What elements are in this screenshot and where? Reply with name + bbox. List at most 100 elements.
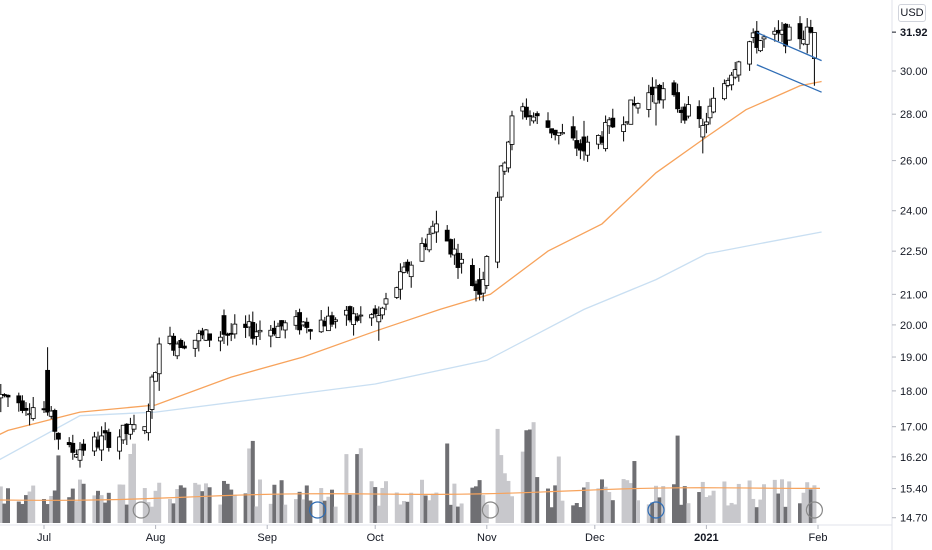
time-tick-label: Feb	[809, 532, 828, 544]
time-tick-label: 2021	[694, 532, 718, 544]
volume-bar	[596, 488, 601, 523]
candle-body	[45, 369, 50, 413]
volume-bar	[258, 479, 262, 523]
price-axis[interactable]: 14.70 15.40 16.20 17.00 18.00 19.00 20.00 21.00…	[891, 0, 928, 550]
volume-bar	[459, 503, 464, 523]
volume-bar	[420, 479, 424, 523]
volume-bar	[42, 499, 46, 523]
volume-bar	[96, 490, 100, 523]
volume-bar	[452, 483, 457, 523]
event-marker[interactable]	[805, 501, 824, 519]
volume-bar	[124, 504, 129, 523]
time-tick-label: Sep	[257, 532, 277, 544]
candle-body	[527, 115, 533, 117]
volume-bar	[204, 483, 208, 523]
candle-body	[333, 319, 339, 322]
candle-body	[77, 449, 83, 461]
volume-bar	[574, 503, 579, 523]
candle-body	[459, 258, 465, 264]
candle-body	[451, 248, 457, 256]
volume-bar	[758, 499, 763, 523]
candle-body	[646, 92, 652, 110]
candle-body	[628, 99, 634, 125]
currency-button[interactable]: USD	[898, 4, 926, 22]
candle-body	[808, 27, 814, 33]
volume-bar	[222, 480, 226, 523]
price-tick-label: 24.00	[900, 206, 928, 218]
price-tick-label: 16.20	[900, 452, 928, 464]
volume-bar	[394, 492, 399, 523]
volume-bar	[49, 496, 54, 523]
candle-body	[257, 329, 263, 333]
volume-bar	[218, 504, 223, 523]
volume-bar	[445, 443, 450, 523]
event-marker[interactable]	[647, 501, 665, 519]
volume-bar	[729, 502, 734, 523]
volume-bar	[373, 487, 378, 523]
time-tick-label: Jul	[37, 532, 51, 544]
candle-body	[131, 424, 137, 430]
candle-body	[469, 264, 475, 287]
candle-body	[5, 394, 11, 398]
channel-line[interactable]	[756, 31, 822, 62]
time-tick-label: Aug	[146, 532, 166, 544]
volume-bar	[283, 504, 288, 523]
volume-bar	[578, 507, 583, 523]
candle-body	[379, 307, 385, 316]
candle-body	[480, 278, 486, 294]
channel-line[interactable]	[756, 64, 822, 93]
candle-body	[736, 61, 742, 76]
candle-body	[174, 343, 180, 357]
volume-bar	[711, 490, 716, 523]
volume-bar	[506, 480, 511, 523]
volume-bar	[330, 489, 334, 523]
volume-bar	[81, 483, 86, 523]
volume-bar	[268, 503, 273, 523]
candle-body	[196, 333, 202, 342]
volume-bar	[654, 485, 658, 523]
volume-bar	[560, 500, 565, 523]
volume-bar	[175, 489, 180, 523]
volume-bar	[553, 485, 558, 523]
volume-bar	[546, 488, 550, 523]
candle-body	[556, 132, 562, 136]
candle-body	[369, 314, 375, 319]
candle-body	[30, 407, 36, 419]
volume-bar	[243, 493, 248, 523]
candle-body	[433, 223, 439, 233]
volume-bar	[405, 501, 410, 523]
candle-body	[221, 315, 227, 335]
volume-bar	[150, 506, 154, 523]
price-tick-label: 20.00	[900, 320, 928, 332]
time-tick-label: Nov	[477, 532, 497, 544]
candle-body	[660, 88, 666, 101]
price-tick-label: 17.00	[900, 422, 928, 434]
volume-bar	[456, 506, 460, 523]
volume-bar	[801, 492, 806, 523]
volume-bar	[762, 484, 766, 523]
candle-body	[509, 115, 515, 145]
volume-bar	[178, 485, 183, 523]
volume-bar	[751, 498, 756, 523]
event-marker[interactable]	[132, 501, 150, 519]
candles	[0, 16, 817, 468]
price-tick-label: 30.00	[900, 66, 928, 78]
volume-bar	[484, 504, 489, 523]
event-marker[interactable]	[309, 501, 327, 519]
event-marker[interactable]	[481, 501, 499, 519]
time-axis[interactable]: Jul Aug Sep Oct Nov Dec 2021 Feb	[0, 524, 892, 544]
volume-bar	[747, 480, 752, 523]
volume-bar	[535, 477, 540, 523]
volume-bar	[157, 482, 162, 523]
volume-bar	[27, 491, 32, 523]
candle-body	[560, 132, 565, 135]
volume-bar	[16, 501, 21, 523]
volume-bar	[358, 448, 363, 523]
price-tick-label: 19.00	[900, 352, 928, 364]
volume-bar	[99, 495, 104, 523]
volume-bar	[798, 503, 802, 523]
volume-bar	[621, 479, 626, 523]
volume-bar	[470, 487, 475, 523]
candle-body	[217, 336, 223, 342]
